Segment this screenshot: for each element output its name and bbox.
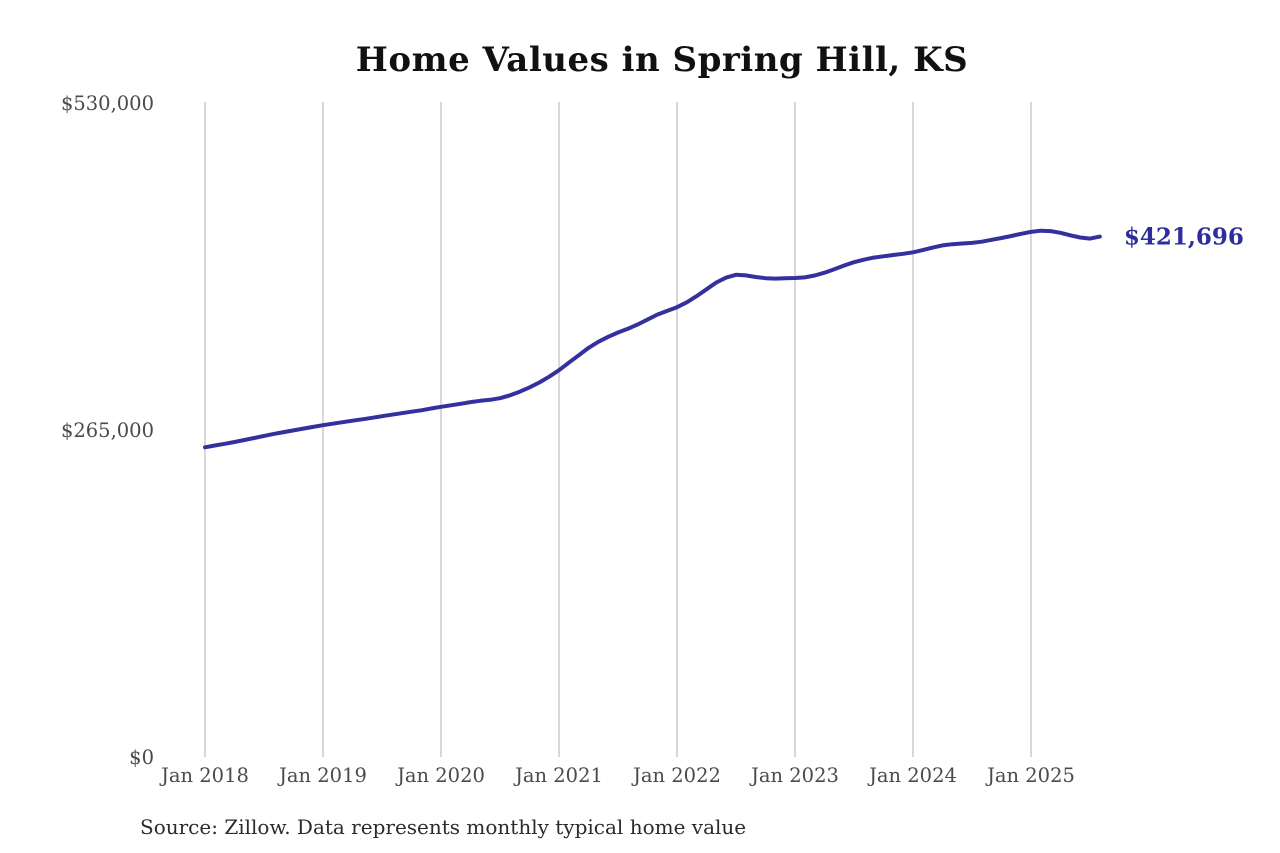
source-note: Source: Zillow. Data represents monthly … — [140, 815, 747, 839]
end-value-label: $421,696 — [1124, 224, 1244, 251]
x-tick-label: Jan 2019 — [277, 764, 367, 787]
x-tick-label: Jan 2022 — [631, 764, 721, 787]
y-tick-label: $530,000 — [61, 92, 154, 115]
y-tick-label: $265,000 — [61, 419, 154, 442]
x-tick-label: Jan 2021 — [513, 764, 603, 787]
x-tick-label: Jan 2018 — [159, 764, 249, 787]
chart-title: Home Values in Spring Hill, KS — [355, 40, 969, 80]
x-tick-label: Jan 2024 — [867, 764, 957, 787]
y-tick-label: $0 — [129, 746, 154, 769]
home-value-line — [203, 228, 1102, 450]
x-tick-label: Jan 2025 — [985, 764, 1075, 787]
x-tick-label: Jan 2020 — [395, 764, 485, 787]
x-tick-label: Jan 2023 — [749, 764, 839, 787]
